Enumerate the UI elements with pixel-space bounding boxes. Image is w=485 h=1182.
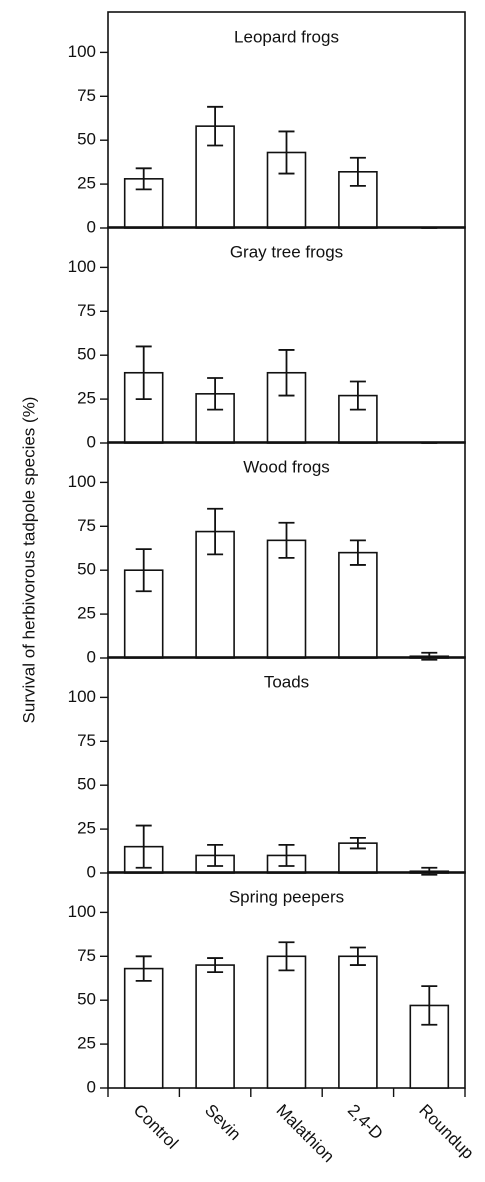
- bar: [195, 964, 235, 1089]
- y-tick-label: 100: [68, 902, 96, 921]
- y-tick-label: 50: [77, 990, 96, 1009]
- y-tick-label: 0: [87, 1077, 96, 1096]
- y-tick-label: 100: [68, 472, 96, 491]
- y-tick-label: 25: [77, 604, 96, 623]
- bar: [338, 955, 378, 1089]
- y-tick-label: 50: [77, 345, 96, 364]
- x-tick-label: Control: [130, 1101, 182, 1153]
- bar: [338, 551, 378, 659]
- error-bar: [207, 957, 224, 973]
- error-bar: [278, 349, 295, 397]
- error-bar: [135, 167, 152, 191]
- error-bar: [135, 824, 152, 869]
- panel-title: Wood frogs: [243, 457, 330, 476]
- y-tick-label: 0: [87, 862, 96, 881]
- error-bar: [278, 130, 295, 175]
- error-bar: [349, 156, 366, 187]
- x-tick-label: Malathion: [273, 1101, 339, 1167]
- y-tick-label: 0: [87, 432, 96, 451]
- y-tick-label: 100: [68, 257, 96, 276]
- y-tick-label: 100: [68, 687, 96, 706]
- error-bar: [349, 380, 366, 411]
- y-axis-label: Survival of herbivorous tadpole species …: [19, 397, 38, 724]
- error-bar: [421, 985, 438, 1026]
- y-tick-label: 50: [77, 775, 96, 794]
- y-tick-label: 75: [77, 731, 96, 750]
- bar: [266, 539, 307, 659]
- y-tick-label: 75: [77, 516, 96, 535]
- panel-title: Gray tree frogs: [230, 242, 343, 261]
- y-tick-label: 50: [77, 560, 96, 579]
- panel-title: Toads: [264, 672, 309, 691]
- x-tick-label: Roundup: [415, 1101, 477, 1163]
- y-tick-label: 75: [77, 301, 96, 320]
- error-bar: [207, 507, 224, 556]
- y-tick-label: 0: [87, 647, 96, 666]
- y-tick-label: 25: [77, 819, 96, 838]
- error-bar: [135, 548, 152, 593]
- bar: [338, 842, 378, 874]
- y-tick-label: 25: [77, 174, 96, 193]
- error-bar: [349, 539, 366, 566]
- error-bar: [349, 836, 366, 850]
- error-bar: [349, 946, 366, 966]
- y-tick-label: 50: [77, 130, 96, 149]
- error-bar: [135, 345, 152, 400]
- x-tick-label: 2,4-D: [344, 1101, 387, 1144]
- panel-title: Spring peepers: [229, 887, 344, 906]
- y-tick-label: 75: [77, 946, 96, 965]
- panel-title: Leopard frogs: [234, 27, 339, 46]
- error-bar: [278, 844, 295, 867]
- y-tick-label: 25: [77, 389, 96, 408]
- y-tick-label: 75: [77, 86, 96, 105]
- bar: [123, 967, 164, 1089]
- y-tick-label: 25: [77, 1034, 96, 1053]
- error-bar: [278, 521, 295, 559]
- error-bar: [207, 377, 224, 411]
- error-bar: [135, 955, 152, 982]
- y-tick-label: 100: [68, 42, 96, 61]
- error-bar: [207, 105, 224, 147]
- bar: [266, 955, 307, 1089]
- error-bar: [207, 844, 224, 867]
- x-tick-label: Sevin: [201, 1101, 245, 1145]
- y-tick-label: 0: [87, 217, 96, 236]
- error-bar: [278, 941, 295, 972]
